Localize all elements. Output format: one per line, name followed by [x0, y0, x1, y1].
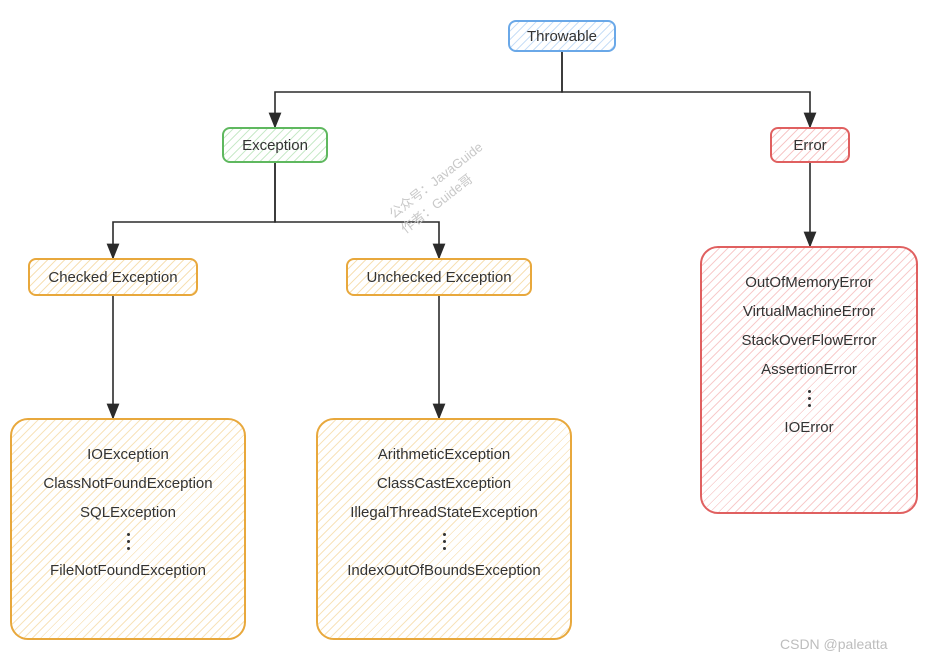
unchecked_list-ellipsis — [443, 533, 446, 550]
bignode-checked_list: IOException ClassNotFoundException SQLExce… — [10, 418, 246, 640]
edge-2 — [113, 163, 275, 258]
checked_list-item-1: ClassNotFoundException — [43, 475, 212, 492]
error_list-item-2: StackOverFlowError — [741, 332, 876, 349]
bignode-unchecked_list: ArithmeticException ClassCastException Ill… — [316, 418, 572, 640]
unchecked_list-item-2: IllegalThreadStateException — [350, 504, 538, 521]
node-label-throwable: Throwable — [527, 28, 597, 45]
error_list-item-1: VirtualMachineError — [743, 303, 875, 320]
edge-0 — [275, 52, 562, 127]
unchecked_list-item-1: ClassCastException — [377, 475, 511, 492]
error_list-tail-0: IOError — [784, 419, 833, 436]
node-throwable: Throwable — [508, 20, 616, 52]
unchecked_list-tail-0: IndexOutOfBoundsException — [347, 562, 540, 579]
watermark: 公众号：JavaGuide 作者：Guide哥 — [384, 137, 497, 237]
credit-text: CSDN @paleatta — [780, 636, 888, 652]
error_list-ellipsis — [808, 390, 811, 407]
node-label-checked: Checked Exception — [48, 269, 177, 286]
edge-1 — [562, 52, 810, 127]
error_list-item-0: OutOfMemoryError — [745, 274, 873, 291]
unchecked_list-item-0: ArithmeticException — [378, 446, 511, 463]
node-label-unchecked: Unchecked Exception — [366, 269, 511, 286]
checked_list-item-2: SQLException — [80, 504, 176, 521]
checked_list-item-0: IOException — [87, 446, 169, 463]
error_list-item-3: AssertionError — [761, 361, 857, 378]
node-label-error: Error — [793, 137, 826, 154]
node-error: Error — [770, 127, 850, 163]
checked_list-tail-0: FileNotFoundException — [50, 562, 206, 579]
bignode-error_list: OutOfMemoryError VirtualMachineError Stack… — [700, 246, 918, 514]
node-exception: Exception — [222, 127, 328, 163]
checked_list-ellipsis — [127, 533, 130, 550]
node-label-exception: Exception — [242, 137, 308, 154]
node-checked: Checked Exception — [28, 258, 198, 296]
node-unchecked: Unchecked Exception — [346, 258, 532, 296]
